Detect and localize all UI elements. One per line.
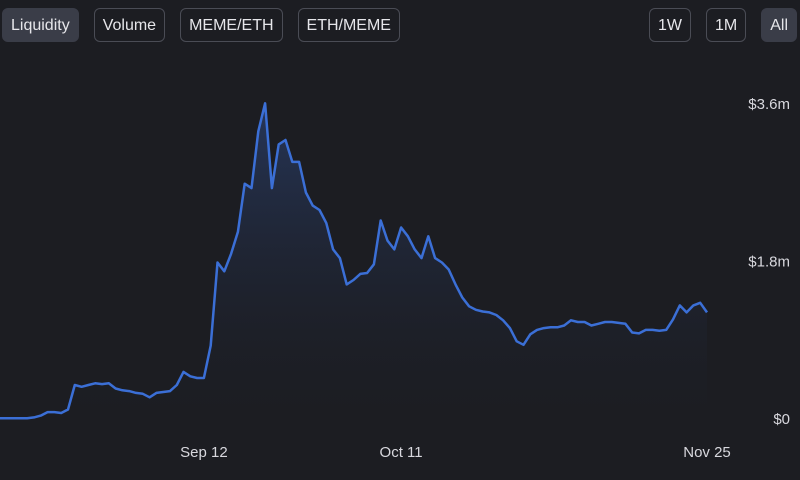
x-tick-label: Nov 25 <box>683 444 731 461</box>
x-tick-label: Oct 11 <box>380 444 423 461</box>
line <box>0 102 709 420</box>
x-tick-label: Sep 12 <box>180 444 228 461</box>
tab-button[interactable]: Volume <box>93 8 166 42</box>
tab-button[interactable]: MEME/ETH <box>180 8 283 42</box>
range-button[interactable]: All <box>761 8 797 42</box>
range-button[interactable]: 1W <box>648 8 691 42</box>
tab-button[interactable]: Liquidity <box>2 8 79 42</box>
tab-button[interactable]: ETH/MEME <box>297 8 400 42</box>
tab-bar: Liquidity Volume MEME/ETH ETH/MEME <box>2 8 400 42</box>
y-tick-label: $3.6m <box>748 96 790 113</box>
range-button[interactable]: 1M <box>705 8 747 42</box>
range-bar: 1W 1M All <box>648 8 797 42</box>
area <box>0 103 707 421</box>
y-tick-label: $1.8m <box>748 253 790 270</box>
y-tick-label: $0 <box>773 411 790 428</box>
